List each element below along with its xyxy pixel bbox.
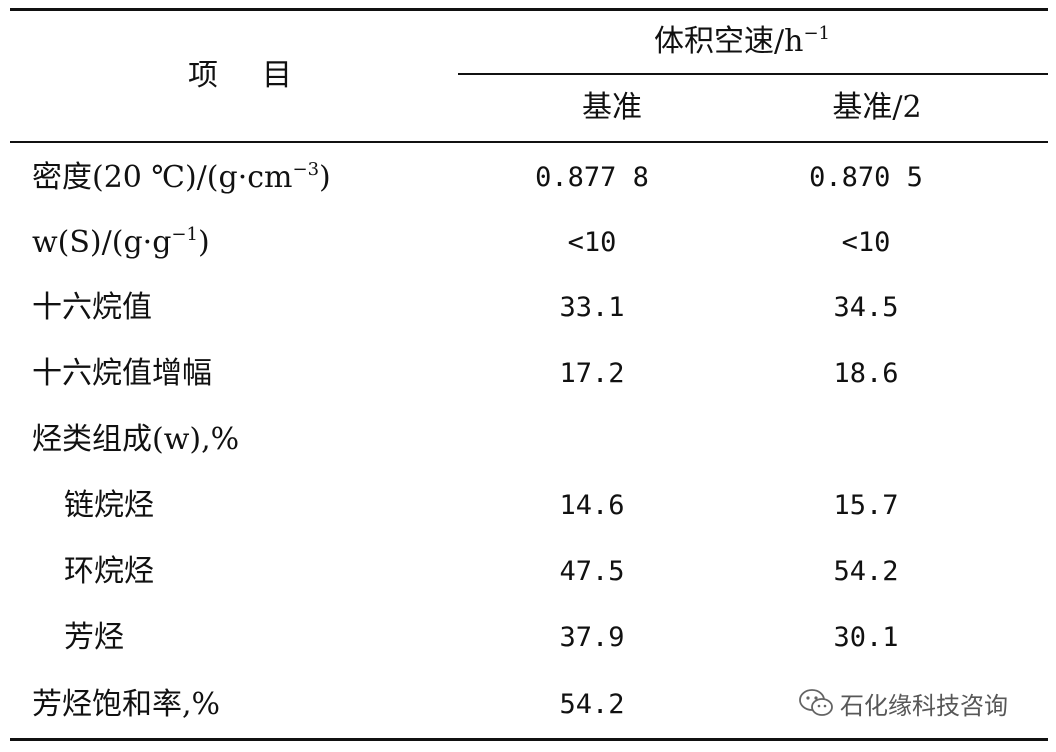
row-label-tail: ) <box>319 160 331 195</box>
row-label-density: 密度(20 ℃)/(g·cm−3) <box>32 160 331 196</box>
cell-sulfur-half: <10 <box>841 227 891 258</box>
header-col-baseline: 基准 <box>582 90 642 125</box>
header-group-space-velocity: 体积空速/h−1 <box>654 24 830 60</box>
row-label-hydrocarbon-composition: 烃类组成(w),% <box>32 422 240 457</box>
group-header-rule <box>458 73 1048 75</box>
cell-cetane-half: 34.5 <box>833 292 899 323</box>
row-label-text: w(S)/(g·g <box>32 225 172 260</box>
cell-sulfur-baseline: <10 <box>567 227 617 258</box>
cell-paraffins-half: 15.7 <box>833 490 899 521</box>
header-item: 项目 <box>188 58 292 94</box>
header-col-half: 基准/2 <box>832 90 922 125</box>
cell-aromatics-baseline: 37.9 <box>559 622 625 653</box>
row-label-sup: −1 <box>171 224 198 245</box>
header-item-char-b: 目 <box>262 58 292 93</box>
cell-naphthenes-half: 54.2 <box>833 556 899 587</box>
row-label-cetane-gain: 十六烷值增幅 <box>32 356 212 391</box>
table-top-rule <box>10 8 1048 11</box>
cell-density-baseline: 0.877 8 <box>535 162 649 193</box>
cell-cetane-gain-baseline: 17.2 <box>559 358 625 389</box>
header-bottom-rule <box>10 141 1048 143</box>
watermark: 石化缘科技咨询 <box>798 686 1008 720</box>
row-label-aromatics: 芳烃 <box>64 620 124 655</box>
row-label-aromatic-saturation: 芳烃饱和率,% <box>32 687 221 722</box>
cell-aromatic-saturation-baseline: 54.2 <box>559 689 625 720</box>
cell-paraffins-baseline: 14.6 <box>559 490 625 521</box>
header-group-sup: −1 <box>803 23 830 44</box>
cell-naphthenes-baseline: 47.5 <box>559 556 625 587</box>
row-label-sulfur: w(S)/(g·g−1) <box>32 225 210 261</box>
header-item-char-a: 项 <box>188 58 218 93</box>
header-group-label: 体积空速/h <box>654 24 804 59</box>
wechat-icon <box>798 688 834 718</box>
cell-density-half: 0.870 5 <box>809 162 923 193</box>
row-label-text: 密度(20 ℃)/(g·cm <box>32 160 293 195</box>
row-label-cetane: 十六烷值 <box>32 290 152 325</box>
row-label-sup: −3 <box>292 159 320 180</box>
row-label-naphthenes: 环烷烃 <box>64 554 154 589</box>
watermark-text: 石化缘科技咨询 <box>840 691 1008 720</box>
cell-cetane-gain-half: 18.6 <box>833 358 899 389</box>
row-label-tail: ) <box>197 225 210 260</box>
cell-cetane-baseline: 33.1 <box>559 292 625 323</box>
cell-aromatics-half: 30.1 <box>833 622 899 653</box>
table-bottom-rule <box>10 738 1048 741</box>
row-label-paraffins: 链烷烃 <box>64 488 154 523</box>
